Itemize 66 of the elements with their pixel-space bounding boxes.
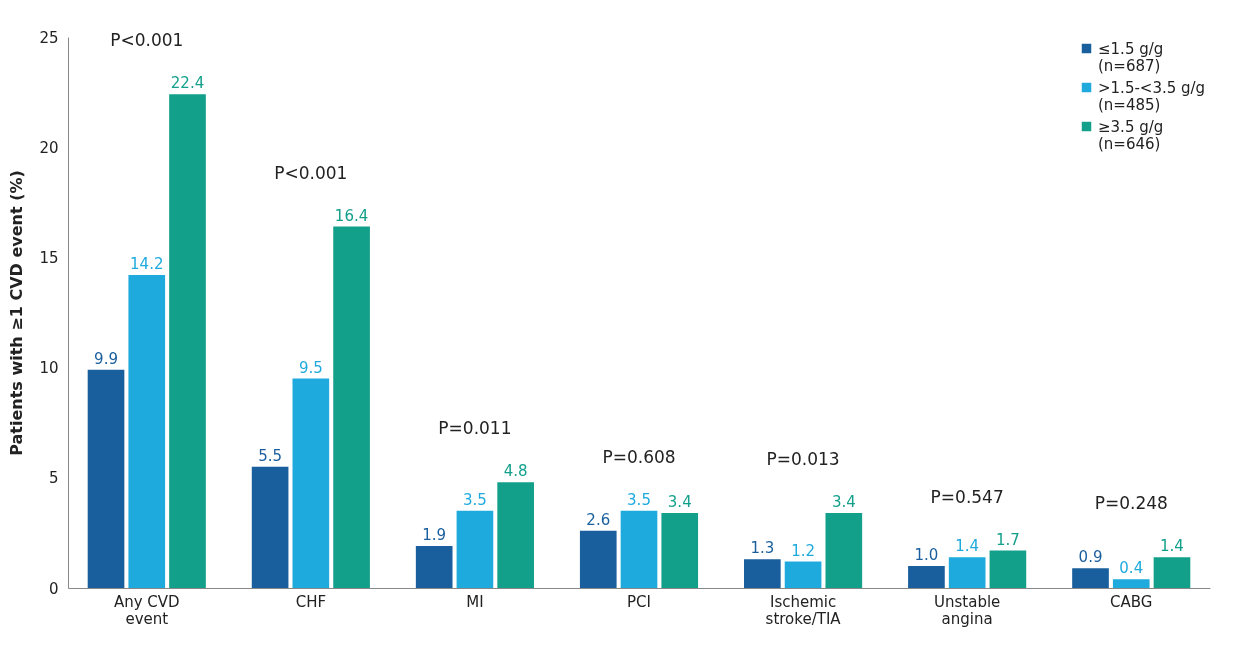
x-tick-label: Any CVD event xyxy=(113,592,180,628)
data-label: 14.2 xyxy=(130,255,164,274)
y-tick-label: 15 xyxy=(39,248,59,267)
data-label: 9.9 xyxy=(94,349,118,368)
y-axis-title: Patients with ≥1 CVD event (%) xyxy=(7,170,27,456)
annotation: P<0.001 xyxy=(274,162,348,183)
x-tick-label: PCI xyxy=(627,592,651,611)
data-label: 1.7 xyxy=(995,530,1020,549)
bar xyxy=(251,466,289,588)
bar xyxy=(87,369,125,588)
data-label: 0.4 xyxy=(1119,559,1144,578)
bar xyxy=(333,226,370,588)
annotation: P=0.248 xyxy=(1094,493,1168,514)
bar xyxy=(744,559,781,588)
legend-label: ≤1.5 g/g (n=687) xyxy=(1098,39,1164,75)
data-label: 3.5 xyxy=(627,490,651,509)
data-label: 3.5 xyxy=(462,490,487,509)
x-tick-label: CHF xyxy=(295,592,327,611)
bar xyxy=(825,513,863,588)
data-label: 5.5 xyxy=(258,446,283,465)
legend-label: >1.5-<3.5 g/g (n=485) xyxy=(1098,78,1206,114)
bar xyxy=(1153,557,1191,588)
data-label: 3.4 xyxy=(667,493,692,512)
bar xyxy=(169,94,206,588)
x-tick-label: Ischemic stroke/TIA xyxy=(765,592,842,628)
data-label: 3.4 xyxy=(831,493,856,512)
bar xyxy=(1072,568,1109,588)
data-label: 2.6 xyxy=(586,510,611,529)
bar xyxy=(579,530,617,588)
data-label: 1.0 xyxy=(914,545,939,564)
y-tick-label: 20 xyxy=(39,138,59,157)
annotation: P=0.547 xyxy=(930,486,1004,507)
data-label: 1.4 xyxy=(955,537,980,556)
bar xyxy=(989,550,1027,588)
bar xyxy=(661,513,699,588)
data-label: 4.8 xyxy=(503,462,528,481)
data-label: 1.9 xyxy=(422,526,447,545)
y-tick-label: 25 xyxy=(39,28,59,47)
bar xyxy=(456,510,494,588)
data-label: 16.4 xyxy=(334,206,369,225)
data-label: 22.4 xyxy=(170,74,205,93)
legend-label: ≥3.5 g/g (n=646) xyxy=(1098,117,1164,153)
bar xyxy=(292,378,330,588)
y-tick-label: 10 xyxy=(39,359,59,378)
data-label: 1.4 xyxy=(1160,537,1184,556)
data-label: 1.3 xyxy=(750,539,775,558)
bar xyxy=(908,565,945,588)
bar xyxy=(1112,579,1150,588)
bar xyxy=(497,482,534,588)
y-tick-label: 0 xyxy=(48,579,59,598)
annotation: P=0.608 xyxy=(602,446,676,467)
annotation: P<0.001 xyxy=(110,30,184,51)
data-label: 1.2 xyxy=(791,541,816,560)
bar xyxy=(128,275,166,588)
annotation: P=0.013 xyxy=(766,449,840,470)
data-label: 0.9 xyxy=(1078,548,1103,567)
bar xyxy=(620,510,658,588)
x-tick-label: Unstable angina xyxy=(934,592,1001,628)
data-label: 9.5 xyxy=(298,358,323,377)
bar xyxy=(948,557,986,588)
x-tick-label: MI xyxy=(466,592,484,611)
bar xyxy=(415,546,453,588)
bar xyxy=(784,561,822,588)
annotation: P=0.011 xyxy=(438,418,512,439)
y-tick-label: 5 xyxy=(48,469,59,488)
x-tick-label: CABG xyxy=(1110,592,1153,611)
